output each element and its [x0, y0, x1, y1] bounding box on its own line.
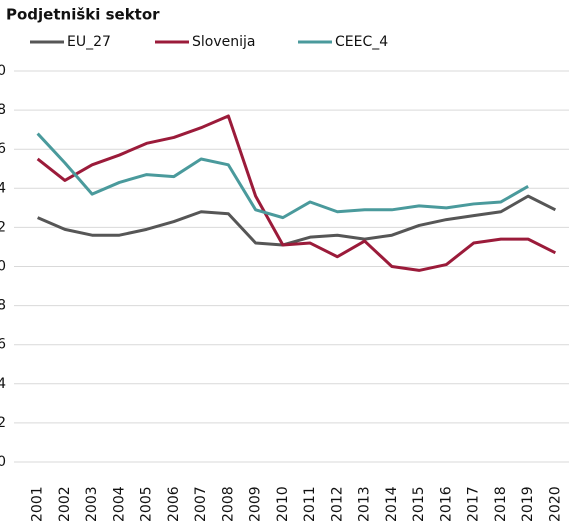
x-tick-label: 2010: [275, 486, 291, 522]
x-tick-label: 2002: [57, 486, 73, 522]
x-tick-label: 2006: [166, 486, 182, 522]
line-series: [37, 194, 557, 247]
x-tick-label: 2008: [220, 486, 236, 522]
y-tick-label: 0,0: [0, 454, 6, 470]
y-tick-label: 1,6: [0, 141, 6, 157]
legend-label: CEEC_4: [335, 34, 388, 50]
line-series: [36, 114, 557, 272]
x-tick-label: 2003: [84, 486, 100, 522]
x-tick-label: 2014: [384, 486, 400, 522]
x-tick-label: 2020: [547, 486, 563, 522]
legend-label: EU_27: [67, 34, 111, 50]
legend-label: Slovenija: [192, 34, 255, 50]
x-tick-label: 2017: [466, 486, 482, 522]
x-tick-label: 2001: [30, 486, 46, 522]
x-tick-label: 2013: [357, 486, 373, 522]
y-tick-label: 0,8: [0, 298, 6, 314]
x-tick-label: 2005: [139, 486, 155, 522]
x-tick-label: 2018: [493, 486, 509, 522]
x-tick-label: 2015: [411, 486, 427, 522]
y-tick-label: 0,6: [0, 337, 6, 353]
x-tick-label: 2007: [193, 486, 209, 522]
x-tick-label: 2009: [248, 486, 264, 522]
y-tick-label: 1,0: [0, 259, 6, 275]
line-series: [36, 132, 529, 220]
y-tick-label: 1,4: [0, 180, 6, 196]
x-tick-label: 2019: [520, 486, 536, 522]
x-tick-label: 2016: [438, 486, 454, 522]
y-tick-label: 2,0: [0, 63, 6, 79]
y-tick-label: 1,2: [0, 219, 6, 235]
x-tick-label: 2012: [329, 486, 345, 522]
y-tick-label: 0,4: [0, 376, 6, 392]
x-tick-label: 2004: [111, 486, 127, 522]
y-tick-label: 1,8: [0, 102, 6, 118]
x-tick-label: 2011: [302, 486, 318, 522]
chart-title: Podjetniški sektor: [6, 6, 160, 24]
y-tick-label: 0,2: [0, 415, 6, 431]
